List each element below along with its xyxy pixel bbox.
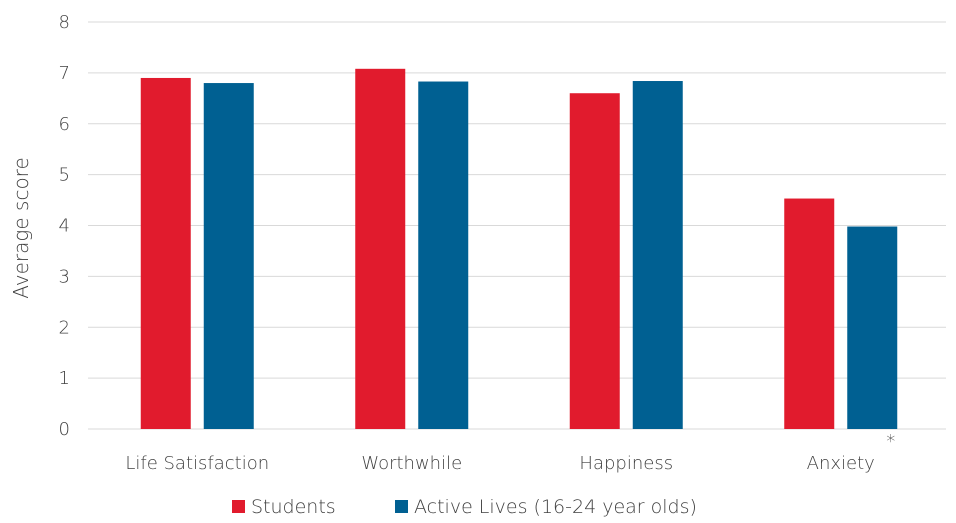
y-tick-label: 1 — [59, 368, 70, 389]
y-tick-label: 8 — [59, 12, 70, 33]
y-tick-label: 5 — [59, 165, 70, 186]
bar-students-worthwhile — [355, 68, 406, 430]
bar-active-worthwhile — [418, 81, 469, 430]
y-tick-label: 0 — [59, 419, 70, 440]
legend-swatch — [395, 500, 408, 513]
y-tick-label: 2 — [59, 317, 70, 338]
x-category-label: Life Satisfaction — [125, 453, 269, 474]
y-tick-label: 3 — [59, 266, 70, 287]
legend-label: Students — [251, 496, 336, 518]
y-tick-label: 4 — [59, 216, 70, 237]
y-tick-label: 6 — [59, 114, 70, 135]
x-category-label: Worthwhile — [361, 453, 462, 474]
legend-label: Active Lives (16-24 year olds) — [414, 496, 697, 518]
legend-swatch — [232, 500, 245, 513]
bar-active-life-satisfaction — [203, 83, 254, 430]
y-axis-label: Average score — [9, 157, 33, 299]
bar-students-anxiety — [784, 198, 835, 429]
annotation-asterisk: * — [886, 431, 895, 452]
annotations: * — [886, 431, 895, 452]
x-category-label: Happiness — [579, 453, 673, 474]
x-category-label: Anxiety — [807, 453, 875, 474]
x-axis-categories: Life Satisfaction Worthwhile Happiness Anxi… — [125, 453, 874, 474]
bars — [140, 68, 898, 430]
bar-active-anxiety — [847, 226, 898, 429]
bar-students-happiness — [569, 93, 620, 429]
legend: Students Active Lives (16-24 year olds) — [232, 496, 697, 518]
bar-active-happiness — [632, 81, 683, 429]
y-axis-ticks: 0 1 2 3 4 5 6 7 8 — [59, 12, 70, 440]
y-tick-label: 7 — [59, 63, 70, 84]
bar-students-life-satisfaction — [140, 77, 191, 430]
